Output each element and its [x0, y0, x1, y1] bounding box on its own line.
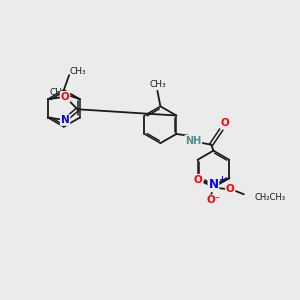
Text: CH₃: CH₃	[69, 67, 86, 76]
Text: O: O	[61, 92, 70, 102]
Text: CH₂CH₃: CH₂CH₃	[254, 193, 285, 202]
Text: N: N	[61, 115, 70, 125]
Text: O: O	[194, 175, 203, 185]
Text: O: O	[226, 184, 235, 194]
Text: O: O	[206, 195, 215, 205]
Text: +: +	[218, 175, 225, 184]
Text: NH: NH	[185, 136, 201, 146]
Text: N: N	[208, 178, 218, 191]
Text: O: O	[221, 118, 230, 128]
Text: CH₃: CH₃	[149, 80, 166, 89]
Text: CH₃: CH₃	[50, 88, 66, 97]
Text: ⁻: ⁻	[214, 195, 220, 205]
